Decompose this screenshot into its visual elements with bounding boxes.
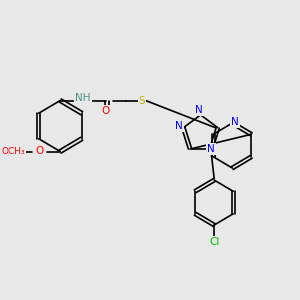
Text: N: N xyxy=(231,116,239,127)
Text: OCH₃: OCH₃ xyxy=(1,147,25,156)
Text: S: S xyxy=(139,95,146,106)
Text: N: N xyxy=(175,121,183,131)
Text: N: N xyxy=(195,105,203,116)
Text: NH: NH xyxy=(75,93,91,103)
Text: O: O xyxy=(35,146,43,157)
Text: O: O xyxy=(101,106,110,116)
Text: N: N xyxy=(207,143,215,154)
Text: Cl: Cl xyxy=(209,237,219,248)
